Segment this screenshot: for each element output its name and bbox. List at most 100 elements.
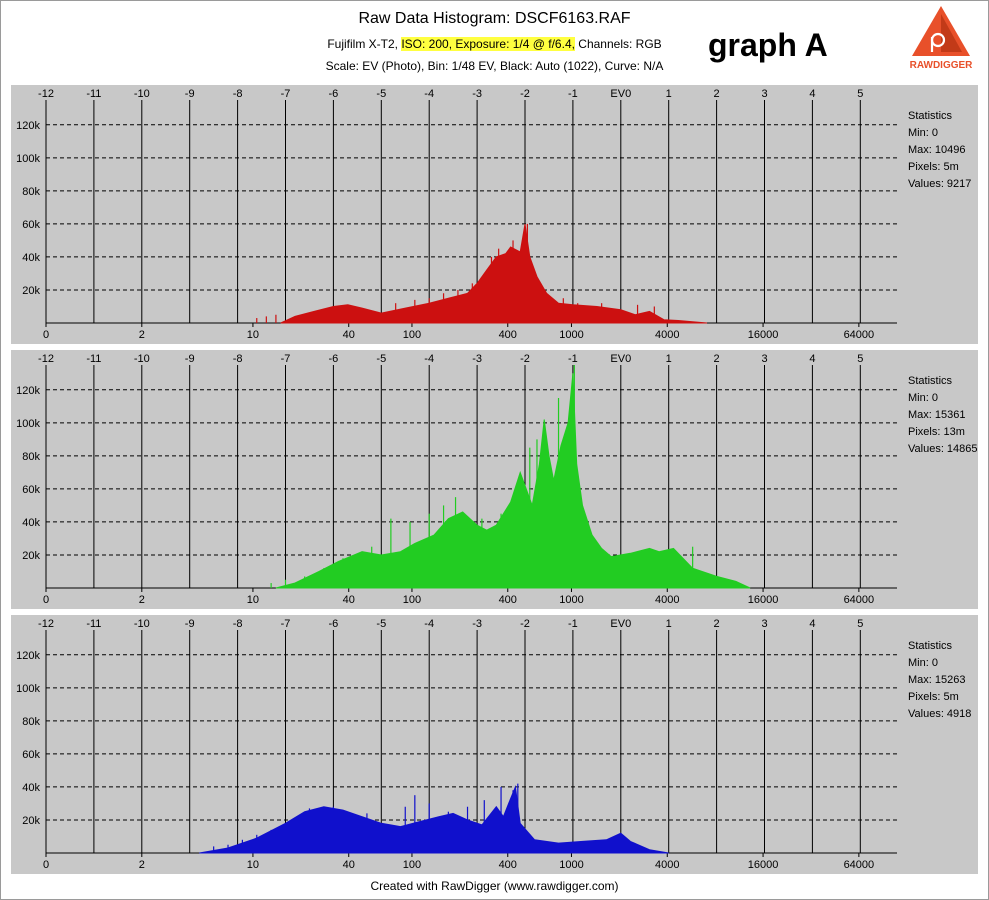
ev-tick-label: -3: [472, 618, 482, 630]
ev-tick-label: 5: [857, 353, 863, 365]
scale-info-line: Scale: EV (Photo), Bin: 1/48 EV, Black: …: [325, 59, 664, 73]
stat-line: Max: 15361: [908, 409, 965, 421]
stat-line: Pixels: 13m: [908, 426, 965, 438]
raw-tick-label: 4000: [655, 859, 679, 871]
ev-tick-label: 3: [761, 618, 767, 630]
raw-tick-label: 40: [343, 859, 355, 871]
ev-tick-label: -8: [233, 88, 243, 100]
histogram-area-red: [280, 223, 708, 324]
ev-tick-label: -6: [329, 353, 339, 365]
ev-tick-label: 3: [761, 353, 767, 365]
ev-tick-label: EV0: [610, 353, 631, 365]
ev-tick-label: 5: [857, 618, 863, 630]
ev-tick-label: -4: [424, 618, 434, 630]
ev-tick-label: -1: [568, 88, 578, 100]
rawdigger-logo-icon: RAWDIGGER: [910, 6, 974, 71]
ev-tick-label: -10: [134, 353, 150, 365]
raw-tick-label: 1000: [559, 329, 583, 341]
y-tick-label: 60k: [22, 749, 40, 761]
ev-tick-label: -2: [520, 88, 530, 100]
raw-tick-label: 0: [43, 329, 49, 341]
ev-tick-label: -2: [520, 618, 530, 630]
ev-tick-label: -3: [472, 353, 482, 365]
ev-tick-label: 2: [714, 353, 720, 365]
y-tick-label: 80k: [22, 716, 40, 728]
raw-tick-label: 100: [403, 859, 421, 871]
stat-line: Values: 9217: [908, 178, 971, 190]
camera-model: Fujifilm X-T2,: [327, 37, 398, 51]
stat-line: Values: 14865: [908, 443, 978, 455]
histogram-title: Raw Data Histogram: DSCF6163.RAF: [358, 10, 631, 27]
y-tick-label: 20k: [22, 815, 40, 827]
ev-tick-label: 1: [666, 618, 672, 630]
stat-line: Pixels: 5m: [908, 691, 959, 703]
raw-tick-label: 400: [499, 329, 517, 341]
raw-tick-label: 64000: [844, 594, 875, 606]
stat-line: Statistics: [908, 375, 953, 387]
histogram-area-blue: [199, 784, 669, 854]
ev-tick-label: -7: [281, 88, 291, 100]
raw-tick-label: 10: [247, 594, 259, 606]
raw-tick-label: 4000: [655, 594, 679, 606]
ev-tick-label: -11: [86, 88, 101, 100]
ev-tick-label: 4: [809, 88, 815, 100]
raw-tick-label: 2: [139, 329, 145, 341]
raw-tick-label: 400: [499, 594, 517, 606]
raw-tick-label: 64000: [844, 859, 875, 871]
y-tick-label: 40k: [22, 252, 40, 264]
histogram-area-green: [275, 373, 751, 589]
ev-tick-label: EV0: [610, 618, 631, 630]
channels-info: Channels: RGB: [578, 37, 662, 51]
raw-tick-label: 64000: [844, 329, 875, 341]
raw-tick-label: 0: [43, 594, 49, 606]
exposure-info-line: Fujifilm X-T2, ISO: 200, Exposure: 1/4 @…: [0, 37, 989, 51]
ev-tick-label: -9: [185, 353, 195, 365]
stat-line: Min: 0: [908, 127, 938, 139]
ev-tick-label: -9: [185, 618, 195, 630]
ev-tick-label: -9: [185, 88, 195, 100]
y-tick-label: 100k: [16, 418, 40, 430]
ev-tick-label: 4: [809, 618, 815, 630]
ev-tick-label: -5: [376, 618, 386, 630]
raw-tick-label: 1000: [559, 594, 583, 606]
exposure-highlight: ISO: 200, Exposure: 1/4 @ f/6.4,: [401, 37, 575, 51]
ev-tick-label: 2: [714, 88, 720, 100]
ev-tick-label: -10: [134, 618, 150, 630]
stat-line: Max: 10496: [908, 144, 965, 156]
raw-tick-label: 100: [403, 594, 421, 606]
raw-tick-label: 10: [247, 329, 259, 341]
raw-tick-label: 40: [343, 329, 355, 341]
ev-tick-label: -7: [281, 618, 291, 630]
raw-tick-label: 0: [43, 859, 49, 871]
stat-line: Statistics: [908, 110, 953, 122]
stat-line: Min: 0: [908, 392, 938, 404]
ev-tick-label: -3: [472, 88, 482, 100]
ev-tick-label: -12: [38, 618, 54, 630]
ev-tick-label: -12: [38, 353, 54, 365]
stat-line: Max: 15263: [908, 674, 965, 686]
graph-label: graph A: [708, 27, 828, 63]
y-tick-label: 20k: [22, 285, 40, 297]
y-tick-label: 60k: [22, 219, 40, 231]
stat-line: Pixels: 5m: [908, 161, 959, 173]
raw-tick-label: 4000: [655, 329, 679, 341]
ev-tick-label: -7: [281, 353, 291, 365]
ev-tick-label: 1: [666, 88, 672, 100]
ev-tick-label: 3: [761, 88, 767, 100]
y-tick-label: 120k: [16, 650, 40, 662]
ev-tick-label: -11: [86, 618, 101, 630]
ev-tick-label: 1: [666, 353, 672, 365]
ev-tick-label: 5: [857, 88, 863, 100]
ev-tick-label: -11: [86, 353, 101, 365]
raw-tick-label: 16000: [748, 859, 779, 871]
y-tick-label: 60k: [22, 484, 40, 496]
logo-text: RAWDIGGER: [910, 60, 974, 71]
footer-credit: Created with RawDigger (www.rawdigger.co…: [370, 879, 619, 893]
y-tick-label: 120k: [16, 385, 40, 397]
ev-tick-label: 4: [809, 353, 815, 365]
raw-tick-label: 400: [499, 859, 517, 871]
raw-tick-label: 2: [139, 859, 145, 871]
ev-tick-label: -12: [38, 88, 54, 100]
ev-tick-label: -1: [568, 618, 578, 630]
